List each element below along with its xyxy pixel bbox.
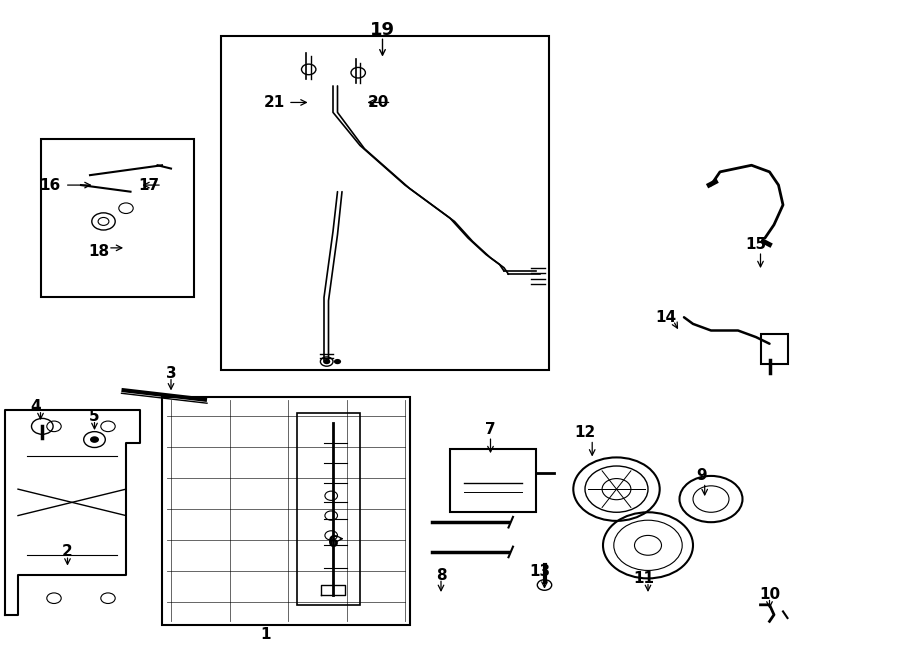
Text: 6: 6: [328, 535, 338, 549]
Bar: [297, 413, 360, 605]
Bar: [760, 334, 788, 364]
Text: 1: 1: [260, 627, 271, 642]
Text: 11: 11: [633, 571, 654, 586]
Text: 18: 18: [88, 244, 110, 258]
Text: 9: 9: [697, 469, 707, 483]
Bar: [220, 36, 549, 370]
Text: 2: 2: [62, 545, 73, 559]
Text: 14: 14: [655, 310, 677, 325]
Text: 12: 12: [574, 426, 596, 440]
Text: 3: 3: [166, 366, 176, 381]
Bar: [162, 397, 410, 625]
Text: 15: 15: [745, 237, 767, 252]
Bar: [450, 449, 536, 512]
Text: 19: 19: [370, 20, 395, 39]
Text: 4: 4: [31, 399, 41, 414]
Text: 10: 10: [759, 588, 780, 602]
Circle shape: [90, 436, 99, 443]
Circle shape: [323, 359, 330, 364]
Text: 8: 8: [436, 568, 446, 582]
Text: 5: 5: [89, 409, 100, 424]
Text: 7: 7: [485, 422, 496, 437]
Circle shape: [334, 359, 341, 364]
Text: 16: 16: [39, 178, 60, 192]
Bar: [40, 139, 194, 297]
Text: 21: 21: [264, 95, 285, 110]
Text: 17: 17: [138, 178, 159, 192]
Text: 20: 20: [367, 95, 389, 110]
Text: 13: 13: [529, 564, 551, 579]
Circle shape: [302, 64, 316, 75]
Circle shape: [351, 67, 365, 78]
